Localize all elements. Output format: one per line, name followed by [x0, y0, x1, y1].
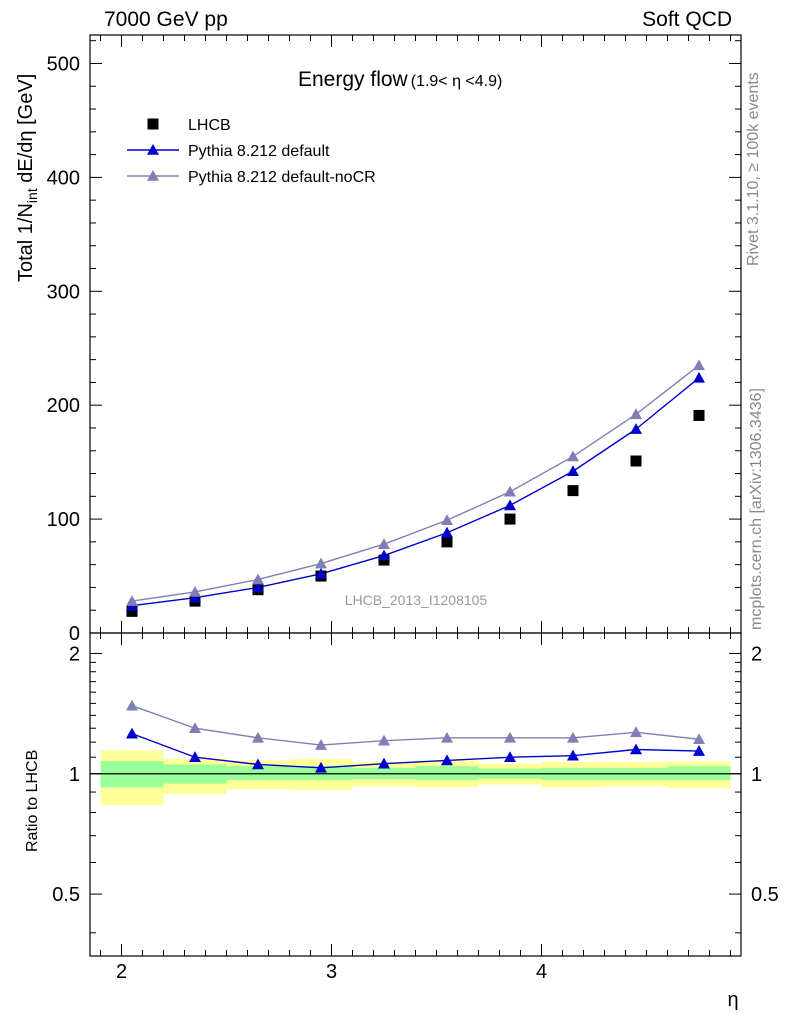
data-point-pythia-1: [315, 567, 327, 579]
ratio-point-1: [693, 733, 705, 745]
series-line-main-2: [131, 364, 700, 602]
ratio-y-tick-label: 1: [69, 764, 80, 786]
ratio-panel-frame: [89, 632, 742, 957]
tick-labels: 2 3 4 0 100 200 300 400 500 0.5 0.5 1 1 2 2: [47, 53, 779, 983]
data-point-lhcb: [693, 409, 705, 421]
y-tick-label: 100: [47, 509, 80, 531]
x-tick-label: 2: [116, 961, 127, 983]
ratio-point-1: [441, 731, 453, 743]
ratio-point-1: [567, 731, 579, 743]
legend-marker-lhcb: [147, 118, 159, 130]
data-point-pythia-2: [693, 359, 705, 371]
series-line-ratio-1: [131, 705, 700, 746]
data-point-pythia-2: [567, 450, 579, 462]
y-tick-label: 200: [47, 395, 80, 417]
data-point-lhcb: [126, 605, 138, 617]
stat-uncertainty-band: [415, 766, 479, 780]
data-point-lhcb: [441, 536, 453, 548]
ratio-point-0: [378, 757, 390, 769]
ratio-point-0: [441, 754, 453, 766]
ratio-y-tick-label: 2: [69, 643, 80, 665]
series-lines: [131, 364, 700, 769]
ratio-point-1: [252, 731, 264, 743]
series-markers: [126, 359, 705, 773]
ratio-y-tick-label: 0.5: [52, 884, 80, 906]
ratio-point-1: [315, 739, 327, 750]
data-point-pythia-2: [441, 514, 453, 526]
ratio-point-1: [630, 726, 642, 738]
y-tick-label: 500: [47, 53, 80, 75]
data-point-pythia-2: [504, 485, 516, 497]
stat-uncertainty-band: [289, 766, 353, 780]
ratio-y-tick-label-right: 1: [751, 764, 762, 786]
data-point-pythia-2: [630, 408, 642, 420]
legend-marker-2: [147, 170, 159, 181]
ratio-point-0: [693, 745, 705, 756]
data-point-pythia-1: [693, 371, 705, 383]
series-line-ratio-0: [131, 732, 700, 769]
x-tick-label: 4: [536, 961, 547, 983]
data-point-pythia-2: [315, 557, 327, 569]
data-point-lhcb: [567, 485, 579, 497]
x-tick-label: 3: [326, 961, 337, 983]
ratio-point-0: [126, 727, 138, 739]
legend-label-1: Pythia 8.212 default: [188, 143, 330, 160]
chart-title: Energy flow (1.9< η <4.9): [298, 68, 502, 91]
data-point-pythia-2: [252, 573, 264, 585]
ratio-point-0: [504, 751, 516, 763]
ratio-point-1: [378, 734, 390, 746]
header-left: 7000 GeV pp: [104, 8, 228, 31]
ratio-point-1: [189, 722, 201, 734]
data-point-pythia-2: [189, 585, 201, 597]
legend: LHCB Pythia 8.212 default Pythia 8.212 def…: [127, 117, 376, 186]
ratio-y-tick-label-right: 2: [751, 643, 762, 665]
ratio-point-1: [126, 699, 138, 711]
data-point-lhcb: [630, 455, 642, 467]
y-tick-label: 400: [47, 167, 80, 189]
chart-text: Energy flow (1.9< η <4.9) Total 1/Nint dE/…: [15, 68, 739, 1011]
ratio-point-1: [504, 731, 516, 743]
x-axis-label: η: [727, 989, 738, 1011]
data-point-lhcb: [504, 513, 516, 525]
y-tick-label: 0: [69, 623, 80, 645]
ratio-point-0: [189, 751, 201, 763]
stat-uncertainty-band: [667, 766, 731, 780]
data-point-pythia-1: [189, 591, 201, 603]
ratio-y-tick-label-right: 0.5: [751, 884, 779, 906]
ratio-point-0: [567, 749, 579, 761]
ratio-point-0: [630, 743, 642, 755]
legend-label-2: Pythia 8.212 default-noCR: [188, 169, 376, 186]
watermark-label: LHCB_2013_I1208105: [345, 592, 488, 608]
legend-marker-1: [147, 144, 159, 155]
data-point-pythia-2: [378, 538, 390, 549]
header-right: Soft QCD: [642, 8, 732, 31]
data-point-pythia-1: [378, 549, 390, 561]
ratio-point-0: [252, 758, 264, 770]
data-point-pythia-1: [252, 581, 264, 593]
legend-label-0: LHCB: [188, 117, 231, 134]
data-point-pythia-1: [630, 423, 642, 434]
data-point-pythia-2: [126, 595, 138, 606]
axis-ticks: [90, 35, 741, 956]
data-point-pythia-1: [567, 465, 579, 477]
y-tick-label: 300: [47, 281, 80, 303]
ratio-axis-label: Ratio to LHCB: [24, 750, 41, 852]
y-axis-label: Total 1/Nint dE/dη [GeV]: [15, 74, 40, 282]
stat-uncertainty-band: [226, 766, 290, 780]
series-line-main-1: [131, 377, 700, 607]
ratio-point-0: [315, 761, 327, 773]
data-point-pythia-1: [504, 499, 516, 511]
data-point-pythia-1: [441, 526, 453, 538]
